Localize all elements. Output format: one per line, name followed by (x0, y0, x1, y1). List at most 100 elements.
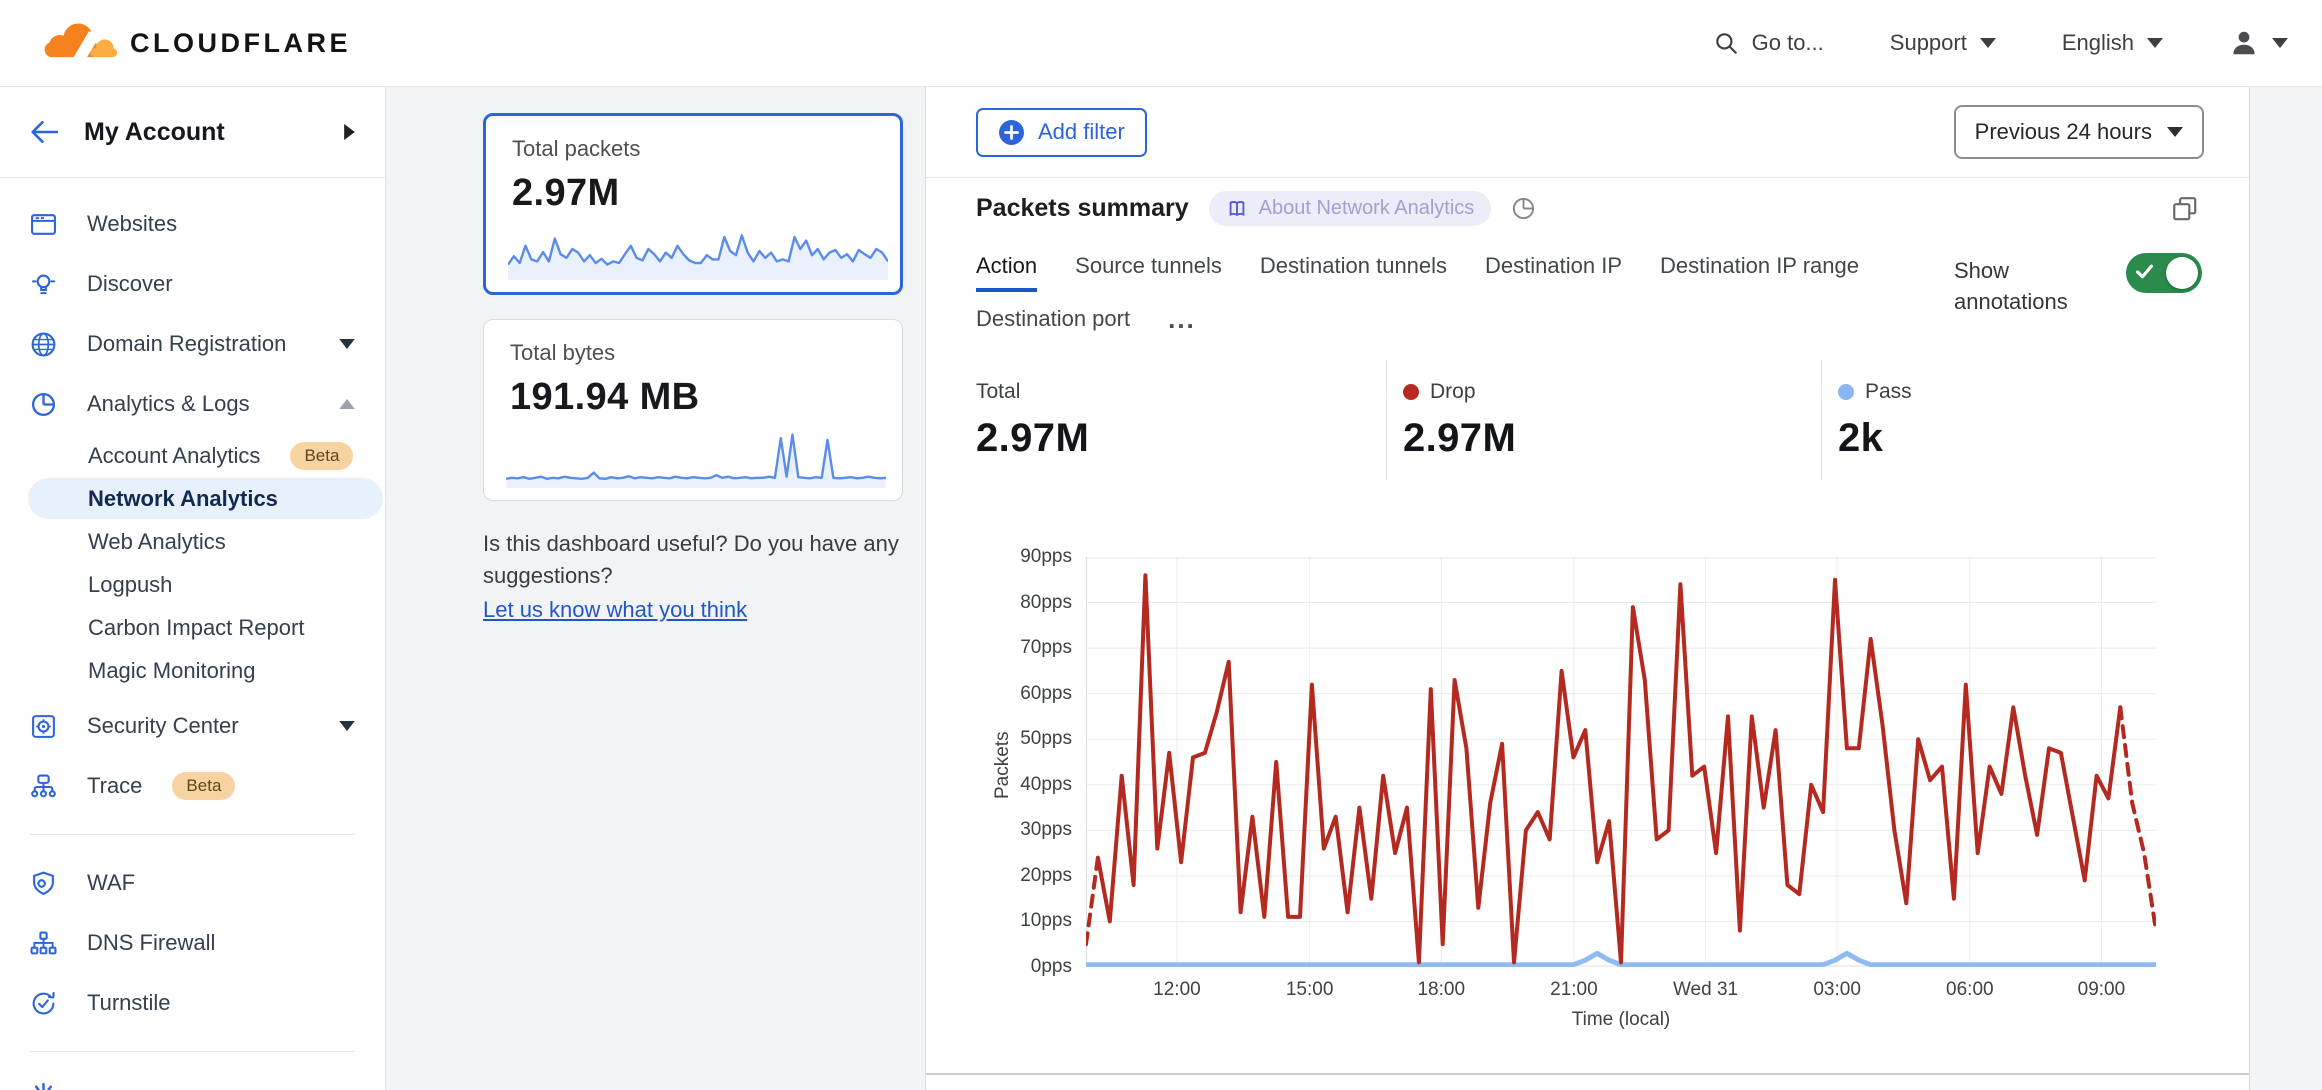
more-tabs-button[interactable]: ... (1168, 303, 1196, 334)
sidebar-item-discover[interactable]: Discover (0, 254, 385, 314)
sidebar-item-analytics-logs[interactable]: Analytics & Logs (0, 374, 385, 434)
goto-label: Go to... (1751, 30, 1824, 55)
tab-source-tunnels[interactable]: Source tunnels (1075, 253, 1222, 278)
packets-summary-panel: Add filter Previous 24 hours Packets sum… (925, 87, 2250, 1090)
panel-toolbar: Add filter Previous 24 hours (926, 87, 2249, 178)
sidebar-item-label: Web Analytics (88, 528, 226, 554)
time-range-dropdown[interactable]: Previous 24 hours (1953, 105, 2204, 159)
sidebar-item-security-center[interactable]: Security Center (0, 696, 385, 756)
stat-total: Total 2.97M (926, 360, 1386, 480)
chevron-down-icon (2272, 38, 2288, 48)
language-label: English (2061, 30, 2134, 55)
sidebar-item-domain-registration[interactable]: Domain Registration (0, 314, 385, 374)
user-avatar-icon (2229, 28, 2259, 58)
bytes-sparkline (506, 433, 886, 488)
user-menu[interactable] (2229, 28, 2288, 58)
sidebar-item-logpush[interactable]: Logpush (0, 563, 385, 606)
show-annotations-toggle[interactable] (2126, 253, 2202, 293)
total-packets-card[interactable]: Total packets 2.97M (483, 113, 903, 295)
sidebar-item-label: Discover (87, 271, 173, 296)
x-tick-label: 15:00 (1285, 979, 1334, 1000)
about-network-analytics-badge[interactable]: About Network Analytics (1208, 191, 1492, 226)
expand-panel-icon[interactable] (2171, 195, 2199, 223)
goto-search[interactable]: Go to... (1713, 30, 1824, 56)
y-tick-label: 30pps (1020, 819, 1072, 841)
sidebar-item-magic-monitoring[interactable]: Magic Monitoring (0, 649, 385, 692)
stat-drop: Drop 2.97M (1386, 360, 1821, 480)
plus-circle-icon (998, 119, 1025, 146)
stat-pass: Pass 2k (1821, 360, 2249, 480)
sidebar-item-label: Magic Monitoring (88, 657, 256, 683)
panel-title: Packets summary (976, 194, 1189, 222)
sidebar-item-waf[interactable]: WAF (0, 853, 385, 913)
sidebar-item-label: WAF (87, 870, 136, 895)
pie-chart-icon[interactable] (1511, 196, 1536, 221)
beta-badge: Beta (290, 441, 354, 470)
total-bytes-card[interactable]: Total bytes 191.94 MB (483, 319, 903, 501)
feedback-block: Is this dashboard useful? Do you have an… (483, 528, 943, 626)
tab-destination-port[interactable]: Destination port (976, 306, 1131, 331)
language-menu[interactable]: English (2062, 30, 2163, 56)
chart-x-axis-labels: 12:00 15:00 18:00 21:00 Wed 31 03:00 06:00 09:0… (1086, 979, 2156, 1005)
sidebar-item-label: Logpush (88, 571, 173, 597)
y-tick-label: 80pps (1020, 591, 1072, 613)
panel-header: Packets summary About Network Analytics (976, 191, 2199, 226)
y-axis-title: Packets (992, 731, 1013, 799)
chevron-down-icon (339, 339, 355, 349)
sidebar-item-websites[interactable]: Websites (0, 194, 385, 254)
search-icon (1713, 30, 1739, 56)
sidebar-item-carbon-impact-report[interactable]: Carbon Impact Report (0, 606, 385, 649)
time-range-label: Previous 24 hours (1974, 119, 2152, 144)
sidebar-item-label: Carbon Impact Report (88, 614, 305, 640)
y-tick-label: 0pps (1030, 956, 1072, 977)
packets-time-series-chart (1086, 557, 2156, 967)
y-tick-label: 20pps (1020, 864, 1072, 886)
tab-action[interactable]: Action (976, 253, 1038, 292)
logo-text: CLOUDFLARE (130, 27, 351, 58)
add-filter-button[interactable]: Add filter (976, 107, 1147, 157)
nodes-icon (30, 930, 57, 957)
card-title: Total packets (512, 136, 641, 161)
feedback-link[interactable]: Let us know what you think (483, 597, 748, 622)
stat-label-text: Drop (1430, 380, 1476, 403)
feedback-line2: suggestions? (483, 563, 613, 588)
pie-icon (30, 391, 57, 418)
book-icon (1226, 198, 1248, 220)
tab-destination-ip-range[interactable]: Destination IP range (1660, 253, 1859, 278)
chart-y-axis-labels: 0pps 10pps 20pps 30pps 40pps 50pps 60pps 70pps 8… (926, 546, 1072, 977)
y-tick-label: 50pps (1020, 728, 1072, 750)
browser-icon (30, 211, 57, 238)
chevron-up-icon (339, 399, 355, 409)
sidebar-item-account-analytics[interactable]: Account Analytics Beta (0, 434, 385, 477)
card-value: 191.94 MB (510, 376, 700, 418)
support-label: Support (1889, 30, 1967, 55)
sidebar-item-burst[interactable] (0, 1070, 385, 1090)
panel-bottom-divider (926, 1073, 2249, 1075)
add-filter-label: Add filter (1038, 119, 1125, 144)
x-tick-label: 03:00 (1813, 979, 1861, 1000)
sidebar-item-label: Websites (87, 211, 178, 236)
cloudflare-logo[interactable]: CLOUDFLARE (34, 15, 351, 71)
sidebar-divider (30, 834, 355, 835)
globe-icon (30, 331, 57, 358)
back-arrow-icon[interactable] (30, 120, 58, 144)
x-tick-label: 09:00 (2077, 979, 2126, 1000)
stat-value: 2.97M (1403, 416, 1517, 460)
sidebar-item-trace[interactable]: Trace Beta (0, 756, 385, 816)
sidebar-item-dns-firewall[interactable]: DNS Firewall (0, 913, 385, 973)
stat-value: 2k (1838, 416, 1884, 460)
tab-destination-tunnels[interactable]: Destination tunnels (1259, 253, 1448, 278)
sidebar-item-turnstile[interactable]: Turnstile (0, 973, 385, 1033)
legend-dot-pass (1838, 384, 1854, 400)
burst-icon (30, 1082, 57, 1090)
tab-destination-ip[interactable]: Destination IP (1485, 253, 1623, 278)
check-icon (2135, 263, 2154, 280)
show-annotations-label: Show annotations (1954, 258, 2068, 314)
card-value: 2.97M (512, 172, 620, 214)
sidebar-item-network-analytics[interactable]: Network Analytics (0, 477, 385, 520)
sidebar-item-label: Analytics & Logs (87, 391, 250, 416)
sidebar-item-web-analytics[interactable]: Web Analytics (0, 520, 385, 563)
chevron-right-icon[interactable] (344, 124, 355, 140)
support-menu[interactable]: Support (1890, 30, 1996, 56)
